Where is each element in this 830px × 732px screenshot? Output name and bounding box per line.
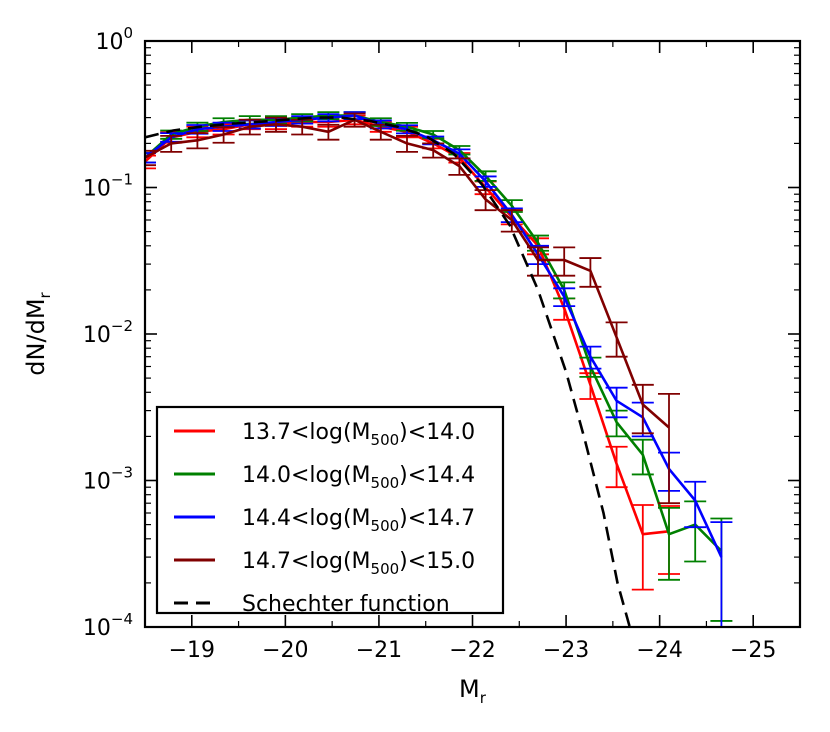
y-tick-base: 10: [83, 323, 111, 348]
legend-label-prefix: 14.0<log(M: [242, 463, 371, 488]
y-tick-exponent: −4: [111, 610, 133, 628]
error-bar: [631, 438, 654, 476]
x-axis-title: Mr: [459, 675, 487, 707]
error-bar: [579, 345, 602, 370]
legend-entry: 14.0<log(M500)<14.4: [174, 463, 475, 492]
legend-box: [155, 405, 505, 615]
legend-label-sub: 500: [371, 560, 400, 578]
y-axis-title: dN/dMr: [22, 291, 54, 375]
error-bar: [605, 386, 628, 419]
legend-label: 13.7<log(M500)<14.0: [242, 420, 475, 449]
error-bar: [317, 123, 340, 141]
error-bar: [145, 154, 156, 170]
y-tick-exponent: 0: [123, 24, 133, 42]
y-tick-base: 10: [83, 470, 111, 495]
error-bar: [500, 209, 523, 233]
legend-label: 14.7<log(M500)<15.0: [242, 549, 475, 578]
y-tick-label: 10−3: [83, 464, 133, 495]
x-axis-title-sub: r: [480, 689, 487, 707]
error-bar: [160, 135, 183, 153]
legend-entry: 13.7<log(M500)<14.0: [174, 420, 475, 449]
legend-label-suffix: )<14.4: [399, 463, 475, 488]
error-bar: [579, 257, 602, 288]
legend-entry-schechter: Schechter function: [174, 592, 450, 617]
legend-label-suffix: )<14.7: [399, 506, 475, 531]
error-bar: [396, 135, 418, 153]
error-bar: [145, 149, 156, 167]
legend-label-sub: 500: [371, 431, 400, 449]
y-tick-base: 10: [83, 616, 111, 641]
x-tick-label: −22: [449, 638, 495, 663]
legend-label: 14.0<log(M500)<14.4: [242, 463, 475, 492]
y-tick-label: 10−4: [83, 610, 133, 641]
series-4: [145, 112, 680, 505]
error-bar: [605, 445, 628, 489]
error-bar: [631, 383, 654, 435]
y-tick-label: 10−1: [83, 171, 133, 202]
y-axis-title-sub: r: [36, 291, 54, 298]
legend-label-prefix: 14.7<log(M: [242, 549, 371, 574]
error-bar: [474, 189, 497, 212]
x-tick-label: −20: [262, 638, 308, 663]
y-tick-exponent: −2: [111, 317, 133, 335]
error-bar: [422, 142, 445, 159]
y-tick-exponent: −1: [111, 171, 133, 189]
legend-label-sub: 500: [371, 517, 400, 535]
error-bar: [448, 157, 471, 176]
legend-label: Schechter function: [242, 592, 450, 617]
x-tick-label: −19: [169, 638, 215, 663]
error-bar: [631, 504, 654, 591]
error-bar: [553, 246, 576, 277]
error-bar: [710, 521, 733, 627]
error-bar: [474, 175, 497, 188]
legend-label-suffix: )<14.0: [399, 420, 475, 445]
schechter-curve: [145, 116, 632, 627]
error-bar: [186, 132, 209, 150]
legend-entry: 14.4<log(M500)<14.7: [174, 506, 475, 535]
x-tick-label: −25: [730, 638, 776, 663]
x-tick-label: −24: [636, 638, 682, 663]
legend-label: 14.4<log(M500)<14.7: [242, 506, 475, 535]
error-bar: [684, 480, 707, 529]
y-tick-label: 100: [95, 24, 133, 55]
error-bar: [553, 287, 576, 308]
y-tick-base: 10: [83, 177, 111, 202]
y-tick-exponent: −3: [111, 464, 133, 482]
x-tick-label: −23: [543, 638, 589, 663]
error-bar: [212, 126, 235, 144]
error-bar: [238, 118, 261, 136]
legend-label-prefix: 14.4<log(M: [242, 506, 371, 531]
legend-label-suffix: )<15.0: [399, 549, 475, 574]
x-axis-title-main: M: [459, 675, 480, 703]
legend-entry: 14.7<log(M500)<15.0: [174, 549, 475, 578]
y-axis-title-main: dN/dM: [22, 298, 50, 375]
error-bar: [605, 321, 628, 358]
y-tick-base: 10: [95, 30, 123, 55]
legend-label-prefix: 13.7<log(M: [242, 420, 371, 445]
error-bar: [658, 393, 680, 505]
y-tick-label: 10−2: [83, 317, 133, 348]
error-bar: [658, 507, 680, 581]
legend-label-sub: 500: [371, 474, 400, 492]
x-tick-label: −21: [356, 638, 402, 663]
